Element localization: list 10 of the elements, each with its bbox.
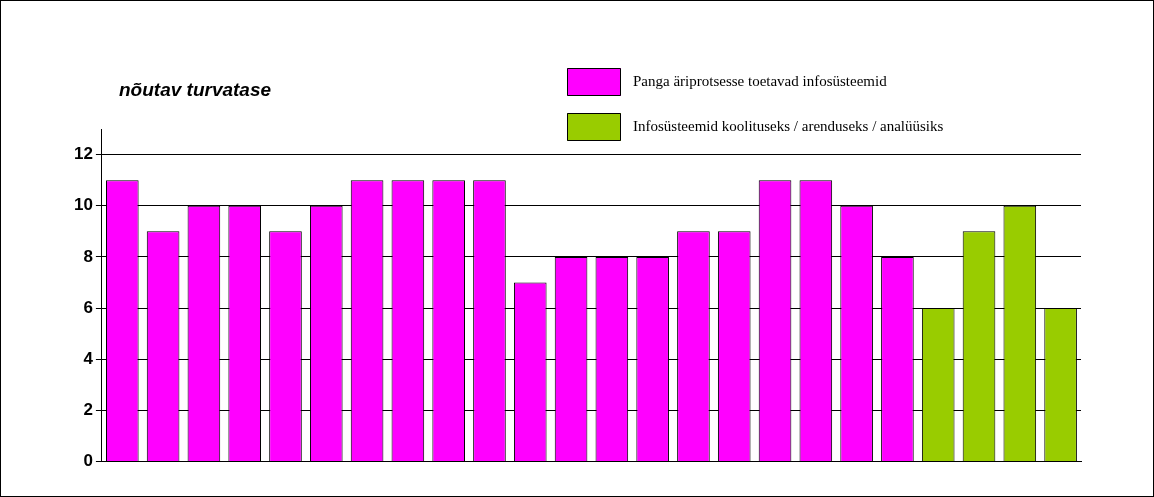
y-tick-label: 10 (73, 195, 93, 215)
legend-label: Infosüsteemid koolituseks / arenduseks / analüüsiks (633, 117, 944, 134)
y-tick-label: 12 (73, 144, 93, 164)
legend-label: Panga äriprotsesse toetavad infosüsteemid (633, 72, 888, 89)
y-tick-label: 2 (83, 400, 93, 420)
y-tick-label: 8 (83, 246, 93, 266)
y-tick-label: 4 (83, 348, 94, 368)
y-axis-title: nõutav turvatase (119, 79, 272, 101)
y-tick-label: 6 (83, 297, 93, 317)
y-tick-label: 0 (83, 451, 93, 471)
